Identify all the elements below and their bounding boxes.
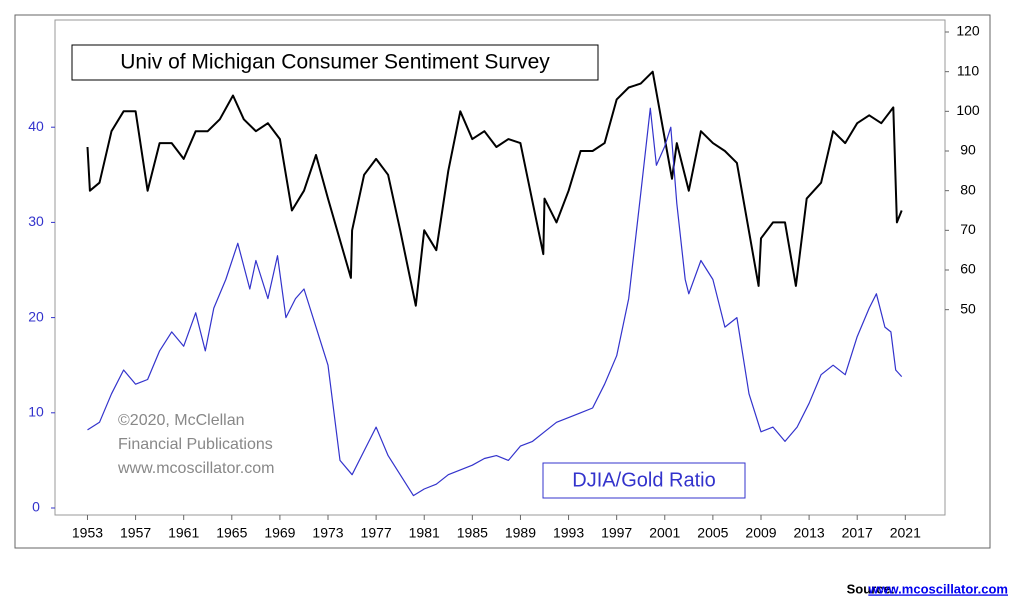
y-tick-label: 0 bbox=[32, 499, 40, 515]
y2-tick-label: 60 bbox=[960, 261, 976, 277]
plot-area bbox=[54, 19, 946, 516]
title-box bbox=[71, 44, 599, 81]
x-tick-label: 2001 bbox=[649, 525, 680, 541]
x-tick-label: 2017 bbox=[842, 525, 873, 541]
y2-tick-label: 80 bbox=[960, 181, 976, 197]
marks bbox=[86, 70, 903, 497]
x-tick-label: 2021 bbox=[890, 525, 921, 541]
y2-tick-label: 120 bbox=[956, 23, 980, 39]
line bbox=[86, 70, 903, 307]
x-tick-label: 1973 bbox=[312, 525, 343, 541]
y2-tick-label: 100 bbox=[956, 102, 980, 118]
y2-tick-label: 50 bbox=[960, 300, 976, 316]
x-tick-label: 1993 bbox=[553, 525, 584, 541]
x-tick-label: 2005 bbox=[697, 525, 728, 541]
y-tick-label: 30 bbox=[28, 213, 44, 229]
series-label: DJIA/Gold Ratio bbox=[572, 469, 715, 491]
x-tick-label: 1981 bbox=[409, 525, 440, 541]
y2-tick-label: 70 bbox=[960, 221, 976, 237]
x-tick-label: 1953 bbox=[72, 525, 103, 541]
y2-tick-label: 90 bbox=[960, 142, 976, 158]
source-link[interactable]: www.mcoscillator.com bbox=[867, 581, 1008, 596]
annotation: www.mcoscillator.com bbox=[117, 460, 274, 477]
chart-frame bbox=[14, 14, 991, 549]
x-tick-label: 1957 bbox=[120, 525, 151, 541]
y-tick-label: 10 bbox=[28, 404, 44, 420]
annotation: Financial Publications bbox=[118, 436, 273, 453]
chart-title: Univ of Michigan Consumer Sentiment Surv… bbox=[120, 51, 550, 74]
series-label-box bbox=[542, 462, 746, 499]
y2-tick-label: 110 bbox=[957, 62, 980, 78]
line bbox=[87, 107, 903, 497]
source-label: Source: bbox=[847, 581, 895, 596]
y-tick-label: 20 bbox=[28, 308, 44, 324]
x-tick-label: 1965 bbox=[216, 525, 247, 541]
x-tick-label: 2009 bbox=[745, 525, 776, 541]
x-tick-label: 1977 bbox=[361, 525, 392, 541]
y-tick-label: 40 bbox=[28, 118, 44, 134]
x-tick-label: 1985 bbox=[457, 525, 488, 541]
x-tick-label: 1997 bbox=[601, 525, 632, 541]
x-tick-label: 1961 bbox=[168, 525, 199, 541]
x-tick-label: 2013 bbox=[794, 525, 825, 541]
x-tick-label: 1989 bbox=[505, 525, 536, 541]
annotation: ©2020, McClellan bbox=[118, 412, 245, 429]
x-tick-label: 1969 bbox=[264, 525, 295, 541]
